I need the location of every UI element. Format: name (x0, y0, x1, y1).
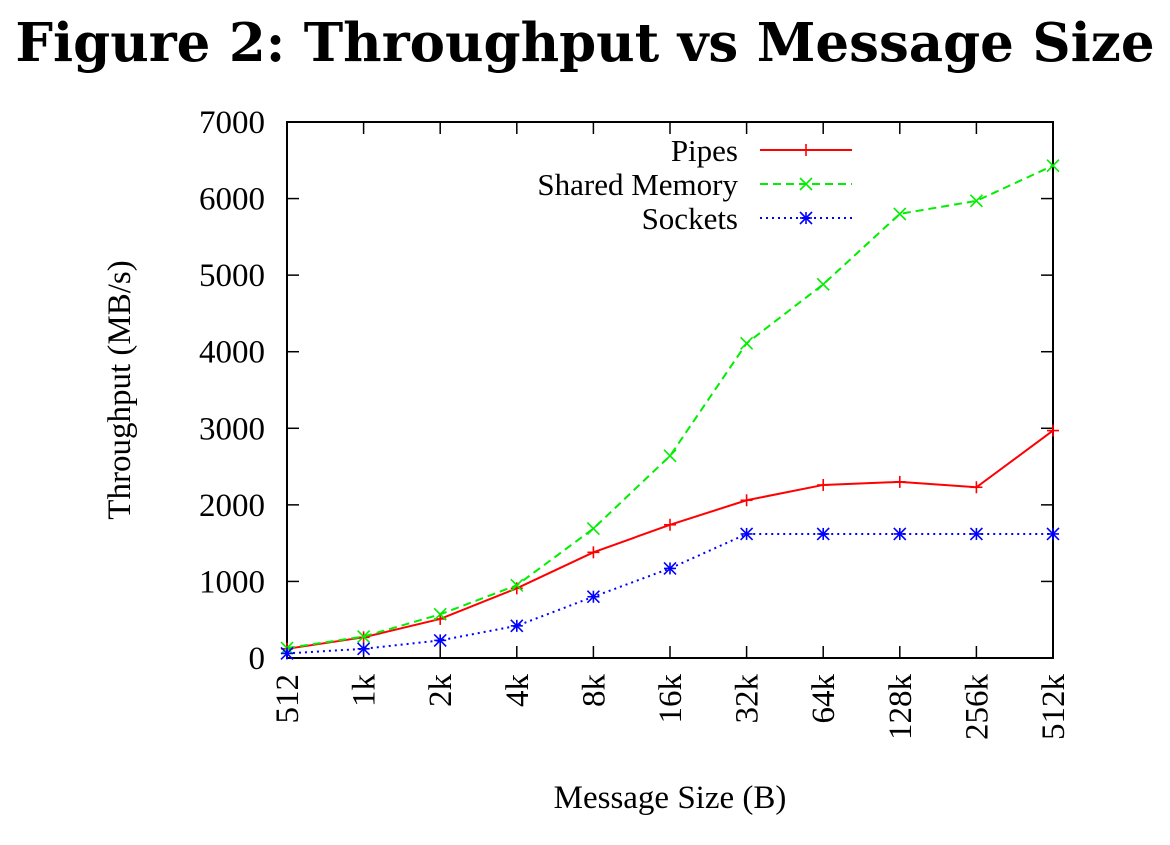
data-point (816, 277, 830, 291)
y-tick-label: 1000 (199, 564, 265, 600)
x-tick-label: 512 (270, 674, 306, 724)
legend-label: Sockets (642, 201, 738, 236)
data-point (893, 207, 907, 221)
y-tick-label: 3000 (199, 411, 265, 447)
data-point (433, 607, 447, 621)
x-tick-label: 64k (806, 674, 842, 724)
series-line (286, 429, 1054, 650)
x-tick-label: 4k (500, 674, 536, 708)
x-tick-label: 256k (959, 674, 995, 741)
x-tick-label: 128k (883, 674, 919, 741)
y-tick-label: 2000 (199, 488, 265, 524)
data-point (893, 527, 907, 541)
data-point (1047, 424, 1059, 437)
y-tick-label: 7000 (199, 105, 265, 141)
legend-item: Shared Memory (537, 167, 852, 202)
x-tick-label: 8k (576, 674, 612, 708)
data-point (970, 481, 983, 494)
y-tick-label: 6000 (199, 182, 265, 218)
series-sockets (280, 527, 1060, 660)
data-point (586, 522, 600, 536)
data-point (800, 144, 812, 156)
data-point (433, 633, 447, 647)
data-point (280, 646, 294, 660)
y-axis-label: Throughput (MB/s) (102, 260, 138, 519)
data-point (510, 619, 524, 633)
x-tick-label: 32k (730, 674, 766, 724)
x-tick-label: 16k (653, 674, 689, 724)
data-point (817, 478, 830, 491)
x-tick-label: 1k (347, 674, 383, 708)
data-point (357, 629, 371, 644)
data-point (799, 177, 813, 191)
data-point (969, 194, 983, 208)
legend-label: Pipes (671, 133, 738, 168)
data-point (1046, 159, 1060, 173)
x-tick-label: 512k (1036, 674, 1072, 741)
data-point (586, 590, 600, 604)
data-point (799, 211, 813, 225)
data-point (740, 527, 754, 541)
x-ticks: 512 1k 2k 4k 8k 16k 32k 64k 128k 256k 512k (270, 122, 1072, 740)
data-point (1046, 527, 1060, 541)
series-line (286, 532, 1053, 655)
data-point (664, 518, 676, 531)
legend-label: Shared Memory (537, 167, 738, 202)
series-group (280, 159, 1060, 660)
series-pipes (281, 424, 1059, 655)
y-tick-label: 0 (249, 641, 266, 677)
data-point (663, 449, 677, 463)
data-point (969, 527, 983, 541)
data-point (510, 578, 524, 592)
data-point (663, 561, 677, 575)
data-point (816, 527, 830, 541)
data-point (893, 475, 906, 488)
data-point (740, 336, 754, 350)
data-point (740, 494, 753, 507)
legend-item: Sockets (642, 201, 852, 236)
x-tick-label: 2k (423, 674, 459, 708)
data-point (587, 546, 600, 559)
y-tick-label: 4000 (199, 335, 265, 371)
series-line (286, 164, 1054, 650)
series-shared-memory (280, 159, 1060, 655)
data-point (357, 642, 371, 656)
legend-item: Pipes (671, 133, 852, 168)
figure-title: Figure 2: Throughput vs Message Size (15, 12, 1155, 74)
y-tick-label: 5000 (199, 258, 265, 294)
y-ticks: 0 1000 2000 3000 4000 5000 6000 7000 (199, 105, 1053, 677)
x-axis-label: Message Size (B) (554, 780, 787, 816)
